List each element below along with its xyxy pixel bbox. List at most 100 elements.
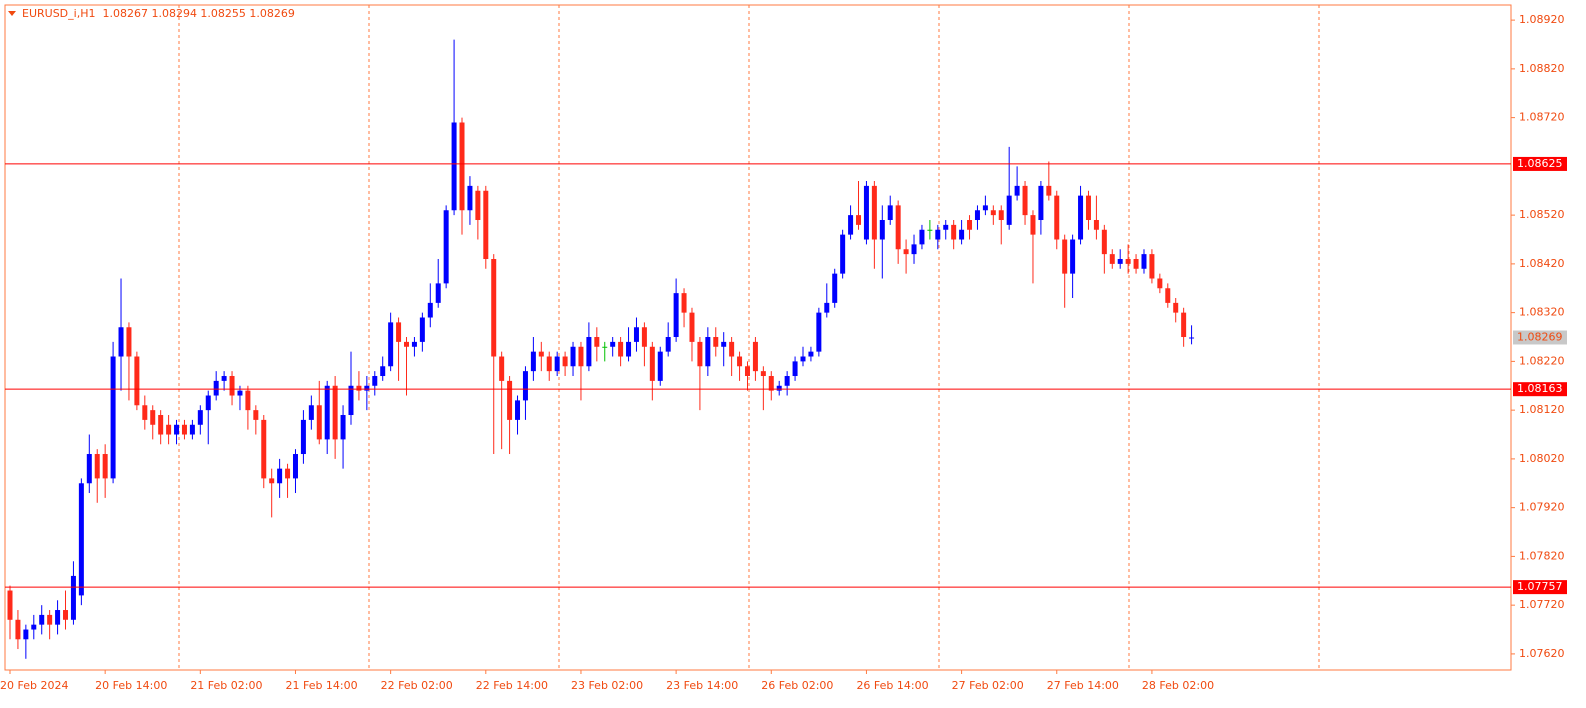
candle-body: [150, 410, 156, 425]
candle-body: [316, 405, 322, 440]
x-tick-label: 26 Feb 02:00: [761, 679, 833, 692]
candle-body: [348, 385, 354, 416]
candle-body: [530, 351, 536, 372]
candle-body: [951, 224, 957, 240]
candle-body: [1117, 259, 1123, 264]
candle-body: [1093, 220, 1099, 230]
candle-body: [800, 356, 806, 362]
candle-body: [705, 337, 711, 367]
candle-body: [269, 478, 275, 484]
candle-body: [808, 351, 814, 357]
candle-body: [554, 356, 560, 372]
candle-body: [1085, 195, 1091, 221]
candle-body: [752, 341, 758, 372]
candle-body: [205, 395, 211, 411]
last-price-box: [1513, 330, 1567, 345]
candle-body: [86, 454, 92, 484]
candle-body: [181, 424, 187, 435]
y-tick-label: 1.08720: [1519, 111, 1565, 124]
candle-body: [578, 346, 584, 367]
candle-body: [158, 415, 164, 435]
candle-body: [626, 341, 632, 357]
candle-body: [903, 249, 909, 255]
candle-body: [974, 210, 980, 221]
level-label-box: [1513, 382, 1567, 397]
candle-body: [364, 385, 370, 391]
candle-body: [78, 483, 84, 596]
candle-body: [602, 346, 608, 348]
candle-body: [213, 380, 219, 396]
candle-body: [919, 229, 925, 245]
candle-body: [39, 614, 45, 625]
y-tick-label: 1.07820: [1519, 549, 1565, 562]
level-label-box: [1513, 156, 1567, 171]
level-label: 1.07757: [1517, 580, 1563, 593]
candle-body: [459, 122, 465, 211]
candle-body: [1165, 288, 1171, 303]
candle-body: [55, 610, 61, 625]
candle-body: [1189, 337, 1195, 339]
candle-body: [895, 205, 901, 250]
candle-body: [229, 376, 235, 396]
x-tick-label: 23 Feb 02:00: [571, 679, 643, 692]
candle-body: [935, 229, 941, 240]
candle-body: [411, 341, 417, 347]
y-tick-label: 1.08020: [1519, 452, 1565, 465]
candle-body: [768, 376, 774, 391]
x-tick-label: 23 Feb 14:00: [666, 679, 738, 692]
x-tick-label: 27 Feb 02:00: [952, 679, 1024, 692]
candle-body: [959, 229, 965, 240]
candle-body: [546, 356, 552, 372]
candle-body: [245, 390, 251, 411]
candle-body: [63, 610, 69, 620]
candle-body: [1181, 312, 1187, 338]
candle-body: [499, 356, 505, 381]
candle-body: [990, 210, 996, 216]
candle-body: [47, 614, 53, 625]
candle-body: [332, 385, 338, 440]
candle-body: [1030, 215, 1036, 235]
candle-body: [340, 415, 346, 440]
candle-body: [380, 366, 386, 377]
candle-body: [824, 302, 830, 313]
candle-body: [102, 454, 108, 479]
title-icon: [8, 11, 16, 16]
candle-body: [1141, 254, 1147, 269]
candle-body: [94, 454, 100, 479]
candle-body: [863, 185, 869, 240]
y-tick-label: 1.07620: [1519, 647, 1565, 660]
candle-body: [435, 283, 441, 303]
candle-body: [1133, 259, 1139, 269]
candle-body: [998, 210, 1004, 221]
level-label-box: [1513, 580, 1567, 595]
candle-body: [1109, 254, 1115, 264]
candle-body: [689, 312, 695, 342]
candle-body: [776, 385, 782, 391]
candle-body: [134, 356, 140, 406]
candle-body: [586, 337, 592, 367]
candle-body: [649, 346, 655, 381]
candle-body: [7, 590, 13, 620]
candle-body: [721, 341, 727, 347]
candle-body: [522, 371, 528, 401]
candle-body: [641, 327, 647, 347]
candle-body: [729, 341, 735, 357]
candle-body: [324, 385, 330, 440]
candle-body: [31, 624, 37, 630]
candle-body: [110, 356, 116, 479]
candle-body: [1046, 185, 1052, 196]
candle-body: [562, 356, 568, 367]
x-tick-label: 22 Feb 02:00: [381, 679, 453, 692]
candle-body: [538, 351, 544, 357]
candle-body: [657, 351, 663, 381]
candle-body: [118, 327, 124, 357]
candle-body: [308, 405, 314, 420]
candle-body: [1062, 239, 1068, 274]
x-tick-label: 22 Feb 14:00: [476, 679, 548, 692]
y-tick-label: 1.08220: [1519, 354, 1565, 367]
candle-body: [848, 215, 854, 235]
chart-title: EURUSD_i,H1 1.08267 1.08294 1.08255 1.08…: [22, 7, 295, 20]
candle-body: [166, 424, 172, 435]
